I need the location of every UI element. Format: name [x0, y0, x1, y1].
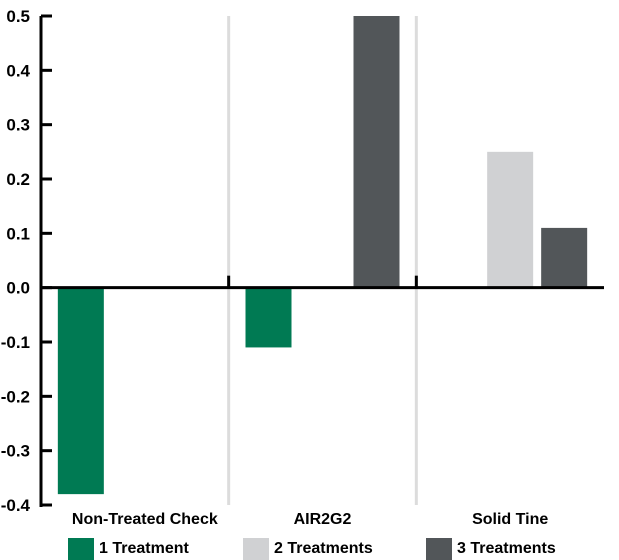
legend-item-2-treatments: 2 Treatments: [243, 538, 373, 560]
y-tick-label-0: 0.5: [6, 7, 30, 26]
bar-chart: 0.5 0.4 0.3 0.2 0.1 0.0 -0.1 -0.2 -0.3 -0.4 Non-T…: [1, 7, 604, 528]
axes: [39, 16, 604, 507]
legend-swatch-1-treatment: [68, 538, 94, 560]
bar-air2g2-1: [245, 287, 292, 348]
legend: 1 Treatment 2 Treatments 3 Treatments: [0, 536, 619, 560]
x-label-non-treated-check: Non-Treated Check: [72, 511, 218, 528]
y-tick-label-7: -0.2: [1, 387, 30, 406]
legend-label-1-treatment: 1 Treatment: [99, 540, 189, 557]
y-tick-label-9: -0.4: [1, 496, 31, 515]
y-tick-label-6: -0.1: [1, 333, 30, 352]
legend-item-3-treatments: 3 Treatments: [426, 538, 556, 560]
legend-swatch-2-treatments: [243, 538, 269, 560]
y-tick-label-1: 0.4: [6, 61, 30, 80]
category-separators: [227, 16, 418, 505]
y-tick-label-2: 0.3: [6, 116, 30, 135]
bars: [57, 16, 588, 495]
x-label-solid-tine: Solid Tine: [472, 511, 548, 528]
y-tick-label-5: 0.0: [6, 279, 30, 298]
y-tick-label-3: 0.2: [6, 170, 30, 189]
y-tick-label-8: -0.3: [1, 442, 30, 461]
bar-air2g2-3: [353, 16, 400, 288]
legend-label-2-treatments: 2 Treatments: [274, 540, 373, 557]
x-axis-labels: Non-Treated Check AIR2G2 Solid Tine: [72, 511, 548, 528]
bar-solid-tine-2: [487, 151, 534, 288]
y-axis-ticks: 0.5 0.4 0.3 0.2 0.1 0.0 -0.1 -0.2 -0.3 -0.4: [1, 7, 52, 515]
legend-label-3-treatments: 3 Treatments: [457, 540, 556, 557]
bar-non-treated-check-1: [57, 287, 104, 495]
x-label-air2g2: AIR2G2: [294, 511, 352, 528]
legend-swatch-3-treatments: [426, 538, 452, 560]
y-tick-label-4: 0.1: [6, 224, 30, 243]
bar-solid-tine-3: [541, 227, 588, 288]
legend-item-1-treatment: 1 Treatment: [68, 538, 189, 560]
